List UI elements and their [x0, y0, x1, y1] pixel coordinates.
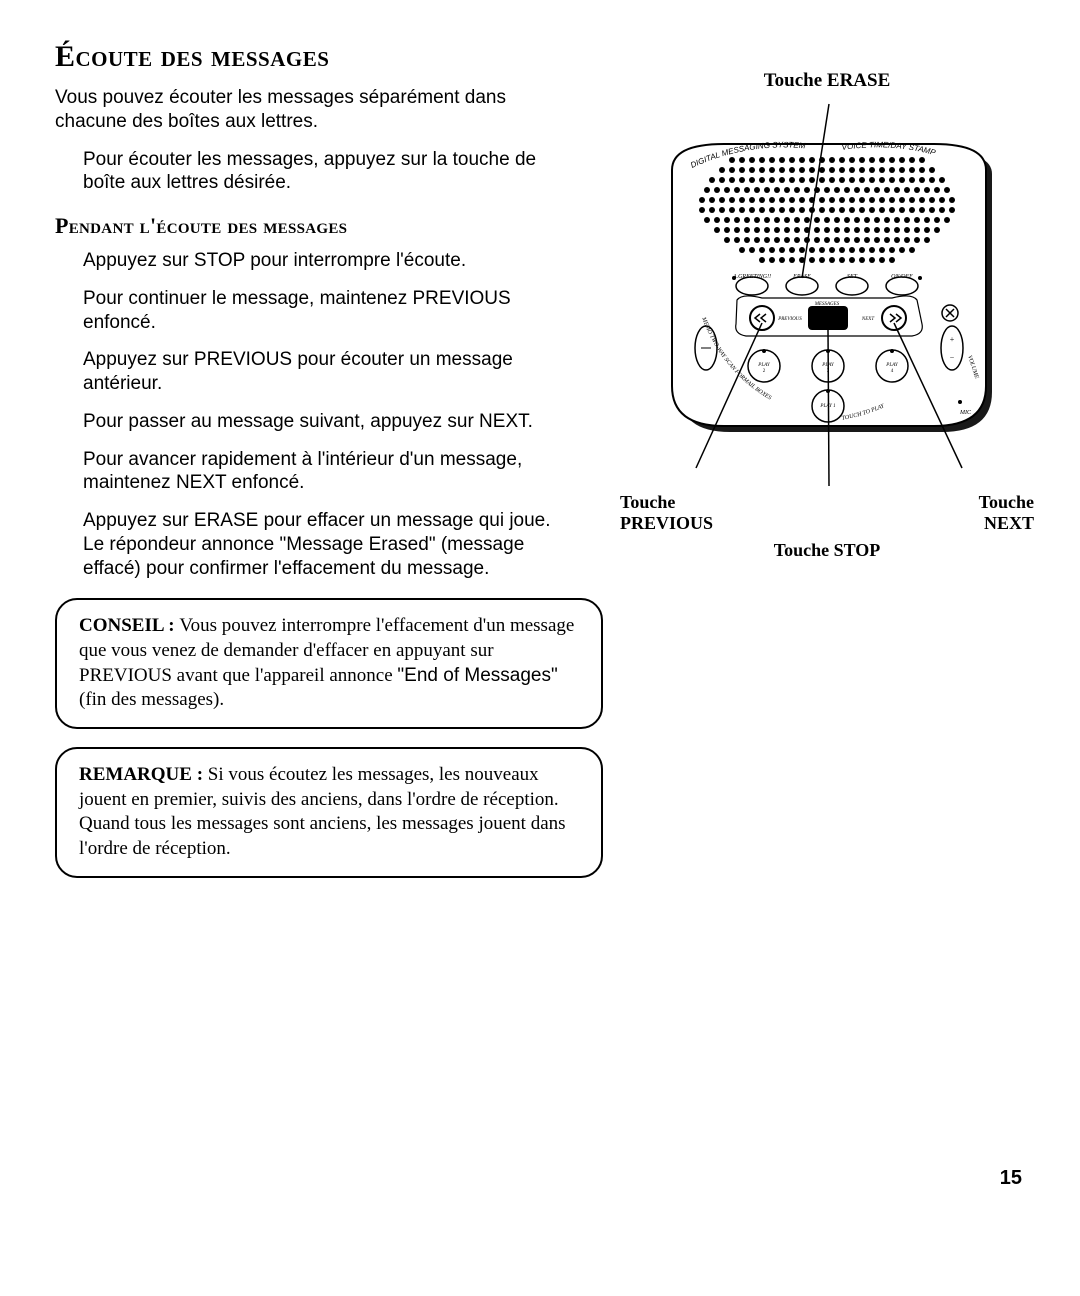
next-callout-label: Touche NEXT	[979, 492, 1034, 533]
svg-text:NEXT: NEXT	[861, 317, 875, 322]
tip-box: CONSEIL : Vous pouvez interrompre l'effa…	[55, 598, 603, 729]
previous-callout-label: Touche PREVIOUS	[620, 492, 713, 533]
svg-text:+: +	[950, 335, 955, 344]
svg-text:PLAY: PLAY	[757, 363, 771, 368]
device-callout-labels: Touche PREVIOUS Touche NEXT Touche STOP	[622, 492, 1032, 572]
stop-callout-label: Touche STOP	[622, 540, 1032, 561]
step-erase: Appuyez sur ERASE pour effacer un messag…	[83, 509, 573, 580]
erase-callout-label: Touche ERASE	[622, 70, 1032, 92]
step-previous: Appuyez sur PREVIOUS pour écouter un mes…	[83, 348, 573, 396]
step-stop: Appuyez sur STOP pour interrompre l'écou…	[83, 249, 573, 273]
step-fastforward: Pour avancer rapidement à l'intérieur d'…	[83, 448, 573, 496]
svg-text:SET: SET	[847, 274, 858, 280]
intro-text: Vous pouvez écouter les messages séparém…	[55, 86, 575, 134]
svg-text:A.GREETING!!: A.GREETING!!	[732, 274, 771, 280]
page-title: Écoute des messages	[55, 40, 1025, 74]
manual-page: Écoute des messages Vous pouvez écouter …	[0, 0, 1080, 1296]
intro-bullet: Pour écouter les messages, appuyez sur l…	[83, 148, 573, 196]
tip-italic: "End of Messages"	[397, 665, 557, 686]
svg-text:−: −	[950, 353, 955, 362]
note-box: REMARQUE : Si vous écoutez les messages,…	[55, 747, 603, 878]
page-number: 15	[1000, 1167, 1022, 1190]
svg-text:PLAY: PLAY	[885, 363, 899, 368]
device-diagram: Touche ERASE DIGITAL MESSAGING SYSTEM VO…	[622, 70, 1032, 572]
tip-text-b: (fin des messages).	[79, 689, 224, 710]
note-label: REMARQUE :	[79, 764, 208, 785]
step-next: Pour passer au message suivant, appuyez …	[83, 410, 573, 434]
answering-machine-icon: DIGITAL MESSAGING SYSTEM VOICE TIME/DAY …	[642, 98, 1012, 488]
svg-text:PLAY 1: PLAY 1	[819, 404, 835, 409]
step-continue: Pour continuer le message, maintenez PRE…	[83, 287, 573, 335]
tip-label: CONSEIL :	[79, 615, 179, 636]
svg-text:PREVIOUS: PREVIOUS	[777, 317, 802, 322]
svg-text:MIC: MIC	[959, 410, 972, 416]
svg-text:ON/OFF: ON/OFF	[891, 274, 913, 280]
